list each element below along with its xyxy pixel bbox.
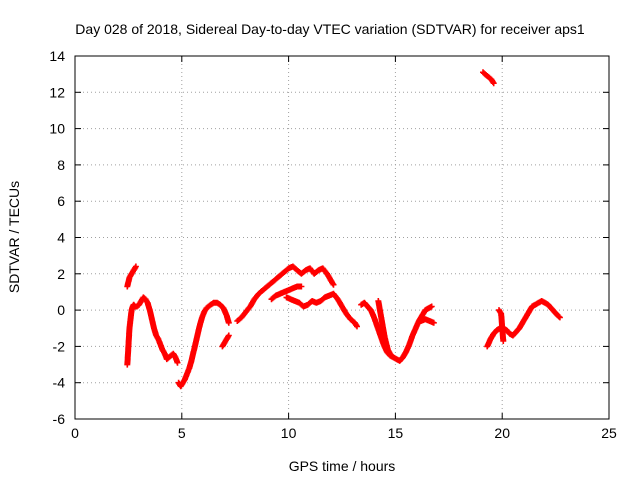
x-tick-label: 20: [494, 425, 510, 441]
chart-title: Day 028 of 2018, Sidereal Day-to-day VTE…: [75, 21, 585, 37]
series-arc-08: [358, 299, 435, 364]
x-tick-label: 25: [601, 425, 617, 441]
series-arc-12: [484, 298, 563, 350]
plus-markers: [124, 263, 139, 290]
y-tick-label: -6: [53, 411, 66, 427]
plus-markers: [484, 298, 563, 350]
series-arc-10: [418, 316, 437, 326]
y-axis-label: SDTVAR / TECUs: [6, 181, 22, 293]
y-tick-label: 8: [57, 157, 65, 173]
plus-markers: [496, 307, 507, 344]
x-axis-label: GPS time / hours: [289, 458, 396, 474]
x-tick-label: 0: [71, 425, 79, 441]
x-tick-label: 5: [178, 425, 186, 441]
plus-markers: [480, 69, 497, 87]
series-arc-04: [219, 332, 232, 350]
data-points: [124, 69, 563, 390]
series-arc-05: [234, 263, 337, 324]
series-arc-11: [480, 69, 497, 87]
axes: 0 5 10 15 20 25 -6 -4 -2 0 2 4 6 8 10 12 14: [49, 48, 617, 441]
series-arc-01: [124, 263, 139, 290]
series-arc-02: [124, 294, 181, 368]
plus-markers: [375, 298, 395, 359]
y-tick-label: 6: [57, 193, 65, 209]
y-tick-label: 14: [49, 48, 65, 64]
series-arc-03: [175, 299, 232, 390]
y-tick-label: -4: [53, 375, 66, 391]
x-tick-label: 15: [388, 425, 404, 441]
plus-markers: [234, 263, 337, 324]
plus-markers: [418, 316, 437, 326]
plus-markers: [175, 299, 232, 390]
plot-frame: [74, 55, 610, 420]
grid: [75, 56, 609, 419]
y-tick-label: 4: [57, 230, 65, 246]
plus-markers: [219, 332, 232, 350]
series-arc-07: [283, 290, 360, 330]
plus-markers: [358, 299, 435, 364]
x-tick-label: 10: [281, 425, 297, 441]
plus-markers: [283, 290, 360, 330]
y-tick-label: 10: [49, 121, 65, 137]
series-arc-13: [496, 307, 507, 344]
plus-markers: [268, 283, 305, 303]
y-tick-label: -2: [53, 338, 66, 354]
y-tick-label: 12: [49, 84, 65, 100]
series-arc-09: [375, 298, 395, 359]
plus-markers: [124, 294, 181, 368]
y-tick-label: 0: [57, 302, 65, 318]
y-tick-label: 2: [57, 266, 65, 282]
series-arc-06: [268, 283, 305, 303]
